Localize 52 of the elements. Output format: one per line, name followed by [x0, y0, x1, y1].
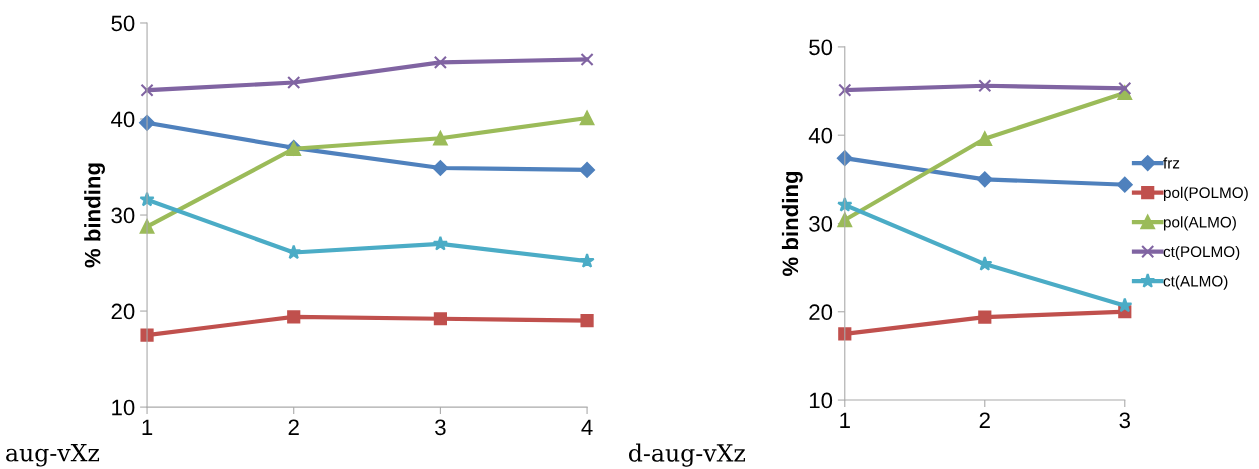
point	[977, 131, 993, 147]
text: d-aug-vXz	[628, 443, 745, 467]
x-tick-label: 2	[979, 412, 990, 428]
x-tick-label: 4	[581, 419, 593, 435]
text: aug-vXz	[6, 444, 100, 467]
y-tick-label: 30	[809, 216, 833, 232]
point	[579, 253, 595, 268]
y-tick-label: 50	[111, 15, 135, 32]
point	[837, 212, 853, 228]
y-tick-label: 10	[112, 399, 135, 416]
point	[580, 52, 594, 67]
x-tick-label: 1	[840, 412, 850, 428]
point	[433, 312, 447, 326]
y-tick-label: 40	[808, 127, 833, 144]
point	[433, 55, 447, 69]
y-tick-label: 30	[111, 207, 135, 224]
y-axis-title: % binding	[781, 171, 803, 276]
point	[838, 83, 852, 97]
x-tick-label: 3	[1119, 412, 1130, 429]
y-tick-label: 40	[111, 111, 135, 128]
point	[432, 235, 449, 251]
point	[286, 244, 302, 260]
point	[978, 310, 992, 324]
legend-label: ct(POLMO)	[1163, 245, 1240, 261]
point	[580, 314, 594, 328]
y-tick-label: 10	[809, 392, 833, 409]
legend-label: pol(POLMO)	[1163, 186, 1248, 202]
point	[977, 256, 993, 271]
point	[1118, 81, 1132, 95]
point	[140, 328, 154, 342]
legend-label: ct(ALMO)	[1163, 275, 1228, 290]
point	[978, 79, 992, 93]
point	[579, 110, 595, 126]
point	[287, 310, 301, 324]
x-tick-label: 2	[288, 419, 299, 435]
point	[1117, 297, 1133, 313]
point	[140, 83, 154, 97]
y-tick-label: 20	[809, 304, 833, 321]
x-tick-label: 3	[435, 419, 446, 436]
y-tick-label: 50	[809, 39, 833, 56]
point	[838, 327, 852, 341]
legend-label: frz	[1163, 157, 1180, 169]
point	[287, 75, 301, 90]
point	[433, 130, 448, 146]
point	[976, 171, 993, 188]
y-tick-label: 20	[111, 303, 135, 320]
x-tick-label: 1	[142, 419, 153, 435]
point	[432, 160, 449, 176]
y-axis-title: % binding	[84, 163, 105, 268]
point	[1116, 176, 1133, 193]
point	[579, 161, 595, 178]
legend-label: pol(ALMO)	[1163, 216, 1236, 231]
